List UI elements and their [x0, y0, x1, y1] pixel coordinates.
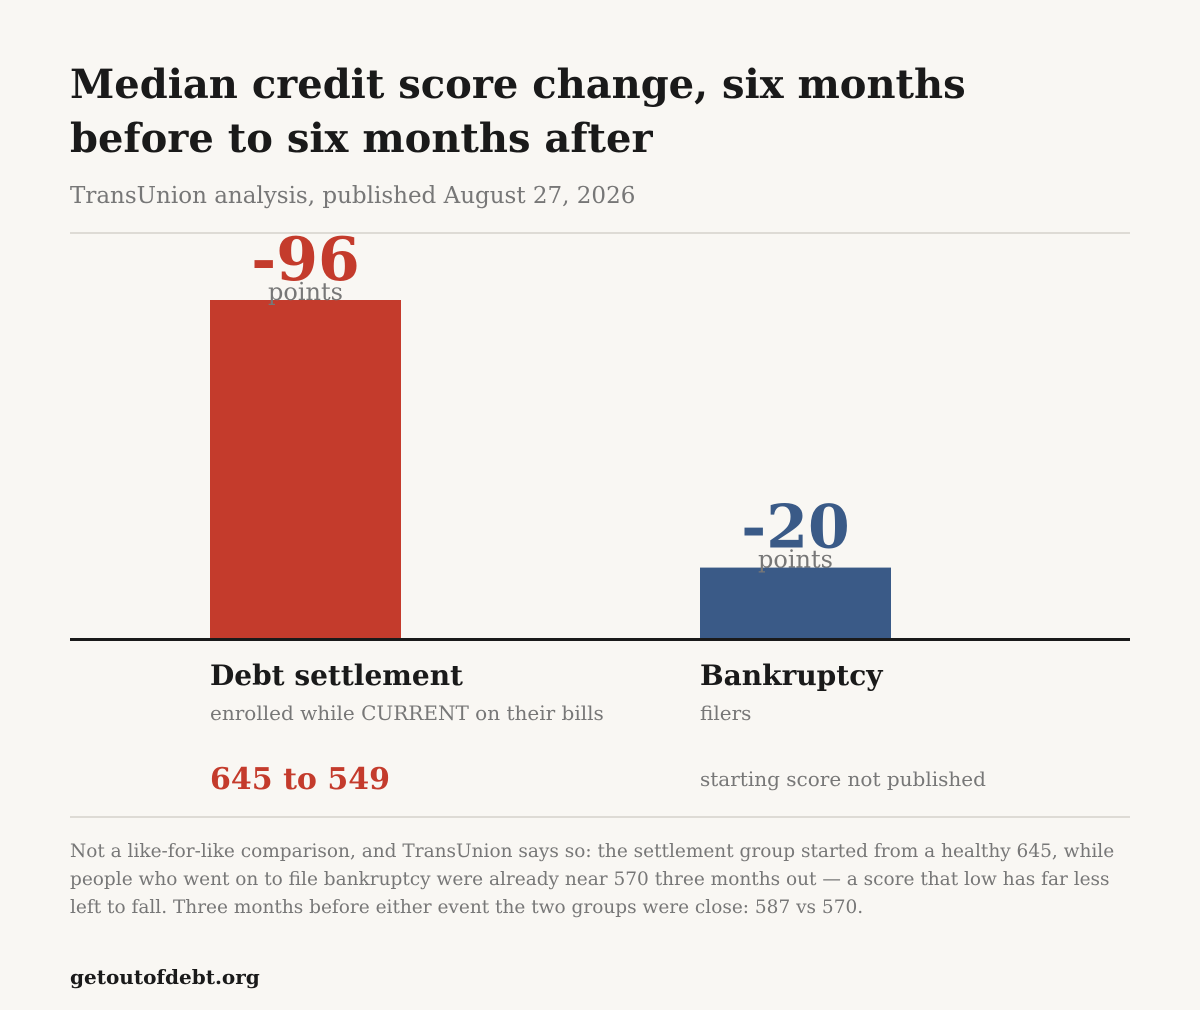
chart-subtitle: TransUnion analysis, published August 27… — [70, 183, 636, 209]
bar-bankruptcy — [700, 567, 891, 638]
category-description-settlement: enrolled while CURRENT on their bills — [210, 701, 604, 725]
score-range-settlement: 645 to 549 — [210, 762, 390, 797]
bottom-divider — [70, 816, 1130, 818]
category-settlement: Debt settlement enrolled while CURRENT o… — [210, 656, 650, 800]
footnote: Not a like-for-like comparison, and Tran… — [70, 841, 1115, 918]
chart-baseline — [70, 638, 1130, 641]
top-divider — [70, 232, 1130, 234]
unit-label-bankruptcy: points — [758, 546, 833, 574]
category-bankruptcy: Bankruptcy filers starting score not pub… — [700, 656, 1140, 794]
category-label-bankruptcy: Bankruptcy — [700, 659, 883, 692]
unit-label-settlement: points — [268, 278, 343, 306]
bar-settlement — [210, 300, 401, 638]
source-credit: getoutofdebt.org — [70, 965, 260, 989]
category-label-settlement: Debt settlement — [210, 659, 463, 692]
category-description-bankruptcy: filers — [700, 701, 752, 725]
score-note-bankruptcy: starting score not published — [700, 767, 986, 791]
chart-title: Median credit score change, six months b… — [70, 61, 966, 162]
value-label-bankruptcy: -20 — [741, 493, 849, 563]
value-label-settlement: -96 — [251, 225, 359, 295]
